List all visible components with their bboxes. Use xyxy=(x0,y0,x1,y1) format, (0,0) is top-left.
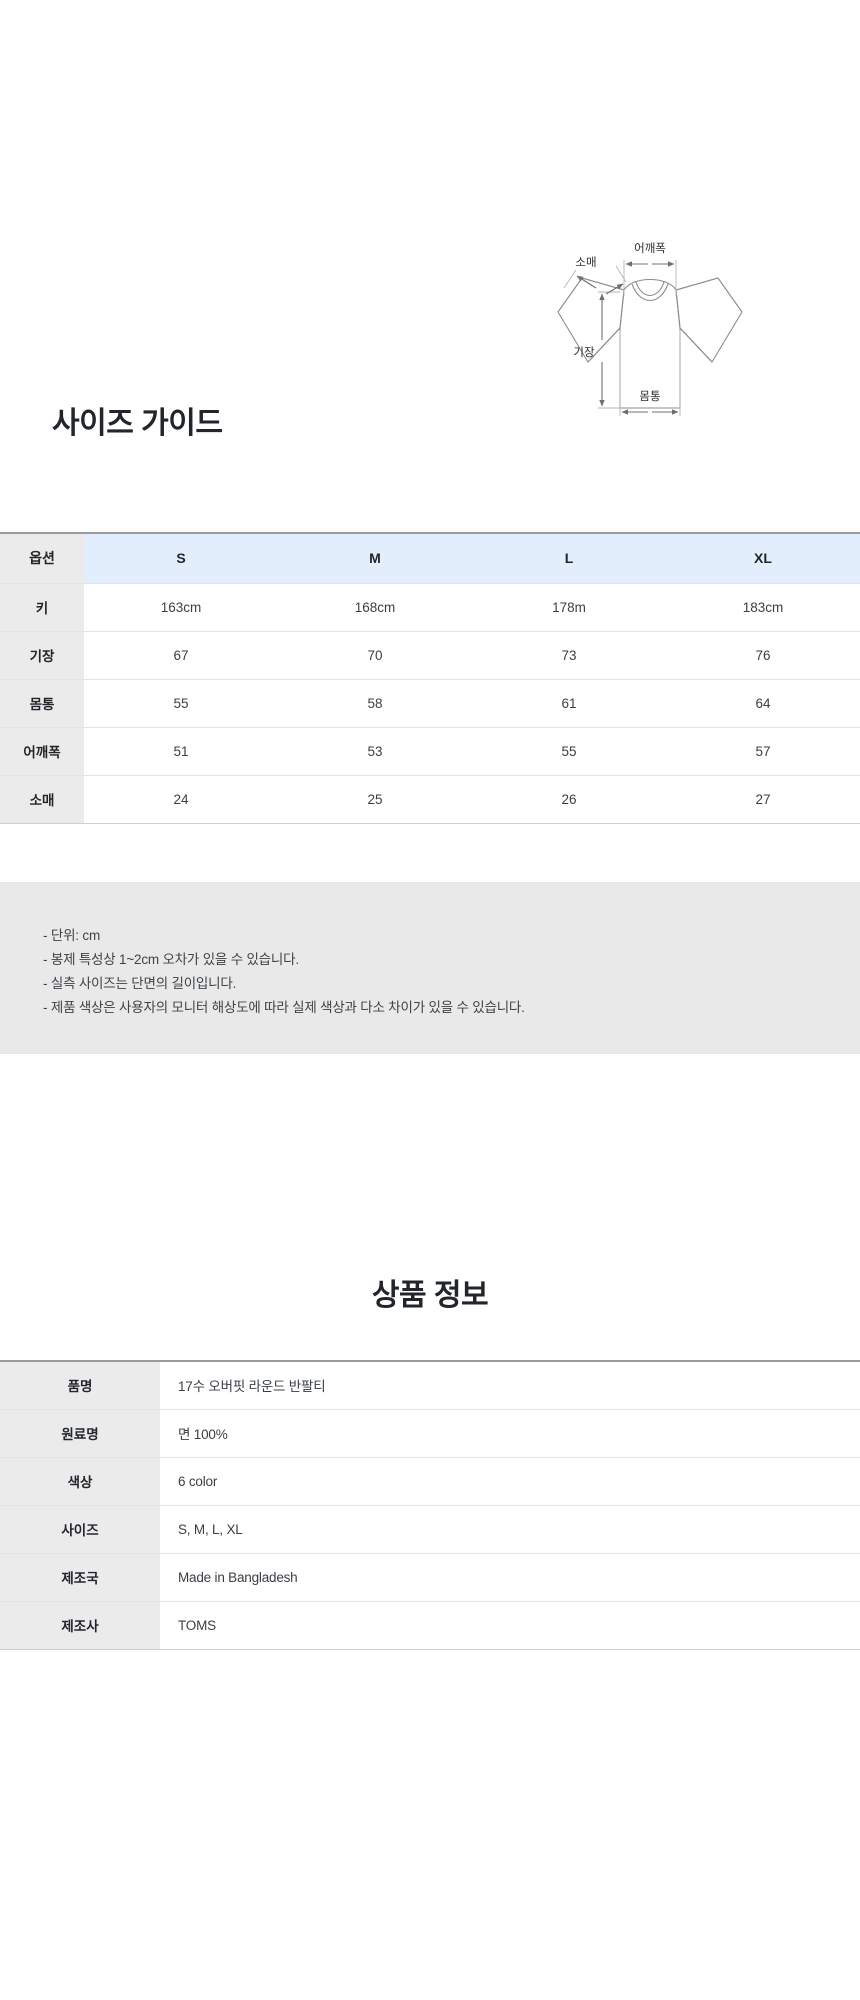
table-row: 원료명 면 100% xyxy=(0,1409,860,1458)
info-key-size: 사이즈 xyxy=(0,1505,160,1554)
info-value-color: 6 color xyxy=(160,1457,860,1506)
size-cell-length-m: 70 xyxy=(278,631,472,680)
size-cell-shoulder-xl: 57 xyxy=(666,727,860,776)
size-table-col-m: M xyxy=(278,532,472,584)
diagram-label-shoulder: 어깨폭 xyxy=(634,242,666,255)
list-item: - 제품 색상은 사용자의 모니터 해상도에 따라 실제 색상과 다소 차이가 … xyxy=(43,1000,525,1015)
list-item: - 실측 사이즈는 단면의 길이입니다. xyxy=(43,976,237,991)
info-key-product-name: 품명 xyxy=(0,1360,160,1410)
table-row: 사이즈 S, M, L, XL xyxy=(0,1505,860,1554)
size-cell-length-xl: 76 xyxy=(666,631,860,680)
size-table-col-l: L xyxy=(472,532,666,584)
info-key-material: 원료명 xyxy=(0,1409,160,1458)
size-cell-length-l: 73 xyxy=(472,631,666,680)
info-key-origin: 제조국 xyxy=(0,1553,160,1602)
info-key-manufacturer: 제조사 xyxy=(0,1601,160,1650)
size-table-col-option: 옵션 xyxy=(0,532,84,584)
size-cell-sleeve-xl: 27 xyxy=(666,775,860,824)
diagram-label-length: 기장 xyxy=(573,346,595,359)
size-cell-height-xl: 183cm xyxy=(666,583,860,632)
table-row: 몸통 55 58 61 64 xyxy=(0,679,860,728)
size-cell-shoulder-m: 53 xyxy=(278,727,472,776)
table-row: 어깨폭 51 53 55 57 xyxy=(0,727,860,776)
info-value-size: S, M, L, XL xyxy=(160,1505,860,1554)
product-info-title: 상품 정보 xyxy=(371,1278,489,1312)
info-value-product-name: 17수 오버핏 라운드 반팔티 xyxy=(160,1360,860,1410)
size-cell-height-m: 168cm xyxy=(278,583,472,632)
table-row: 제조사 TOMS xyxy=(0,1601,860,1650)
size-cell-chest-m: 58 xyxy=(278,679,472,728)
table-row: 키 163cm 168cm 178m 183cm xyxy=(0,583,860,632)
size-cell-chest-l: 61 xyxy=(472,679,666,728)
table-row: 색상 6 color xyxy=(0,1457,860,1506)
info-value-manufacturer: TOMS xyxy=(160,1601,860,1650)
diagram-label-chest: 몸통 xyxy=(639,390,660,403)
size-row-label-length: 기장 xyxy=(0,631,84,680)
size-cell-length-s: 67 xyxy=(84,631,278,680)
size-cell-sleeve-s: 24 xyxy=(84,775,278,824)
table-row: 소매 24 25 26 27 xyxy=(0,775,860,824)
size-row-label-sleeve: 소매 xyxy=(0,775,84,824)
list-item: - 단위: cm xyxy=(43,928,100,943)
size-notes-list: - 단위: cm - 봉제 특성상 1~2cm 오차가 있을 수 있습니다. -… xyxy=(43,924,525,1020)
size-table-col-xl: XL xyxy=(666,532,860,584)
info-value-origin: Made in Bangladesh xyxy=(160,1553,860,1602)
size-table-col-s: S xyxy=(84,532,278,584)
size-notes-box: - 단위: cm - 봉제 특성상 1~2cm 오차가 있을 수 있습니다. -… xyxy=(0,882,860,1054)
table-row: 품명 17수 오버핏 라운드 반팔티 xyxy=(0,1360,860,1410)
size-cell-sleeve-l: 26 xyxy=(472,775,666,824)
size-guide-section: 사이즈 가이드 xyxy=(0,0,860,530)
size-table-container: 옵션 S M L XL 키 163cm 168cm 178m 183cm 기장 … xyxy=(0,532,860,824)
size-row-label-chest: 몸통 xyxy=(0,679,84,728)
size-table-header-row: 옵션 S M L XL xyxy=(0,532,860,584)
size-table: 옵션 S M L XL 키 163cm 168cm 178m 183cm 기장 … xyxy=(0,532,860,824)
diagram-label-sleeve: 소매 xyxy=(575,256,596,269)
size-row-label-shoulder: 어깨폭 xyxy=(0,727,84,776)
list-item: - 봉제 특성상 1~2cm 오차가 있을 수 있습니다. xyxy=(43,952,299,967)
tshirt-measurement-diagram: 어깨폭 소매 몸통 기장 xyxy=(520,230,780,470)
info-key-color: 색상 xyxy=(0,1457,160,1506)
size-cell-shoulder-s: 51 xyxy=(84,727,278,776)
size-cell-height-l: 178m xyxy=(472,583,666,632)
size-cell-shoulder-l: 55 xyxy=(472,727,666,776)
table-row: 제조국 Made in Bangladesh xyxy=(0,1553,860,1602)
size-cell-chest-s: 55 xyxy=(84,679,278,728)
table-row: 기장 67 70 73 76 xyxy=(0,631,860,680)
info-value-material: 면 100% xyxy=(160,1409,860,1458)
size-cell-sleeve-m: 25 xyxy=(278,775,472,824)
product-info-table: 품명 17수 오버핏 라운드 반팔티 원료명 면 100% 색상 6 color… xyxy=(0,1360,860,1650)
size-cell-chest-xl: 64 xyxy=(666,679,860,728)
product-info-table-container: 품명 17수 오버핏 라운드 반팔티 원료명 면 100% 색상 6 color… xyxy=(0,1360,860,1650)
size-row-label-height: 키 xyxy=(0,583,84,632)
size-guide-title: 사이즈 가이드 xyxy=(52,407,223,441)
size-cell-height-s: 163cm xyxy=(84,583,278,632)
